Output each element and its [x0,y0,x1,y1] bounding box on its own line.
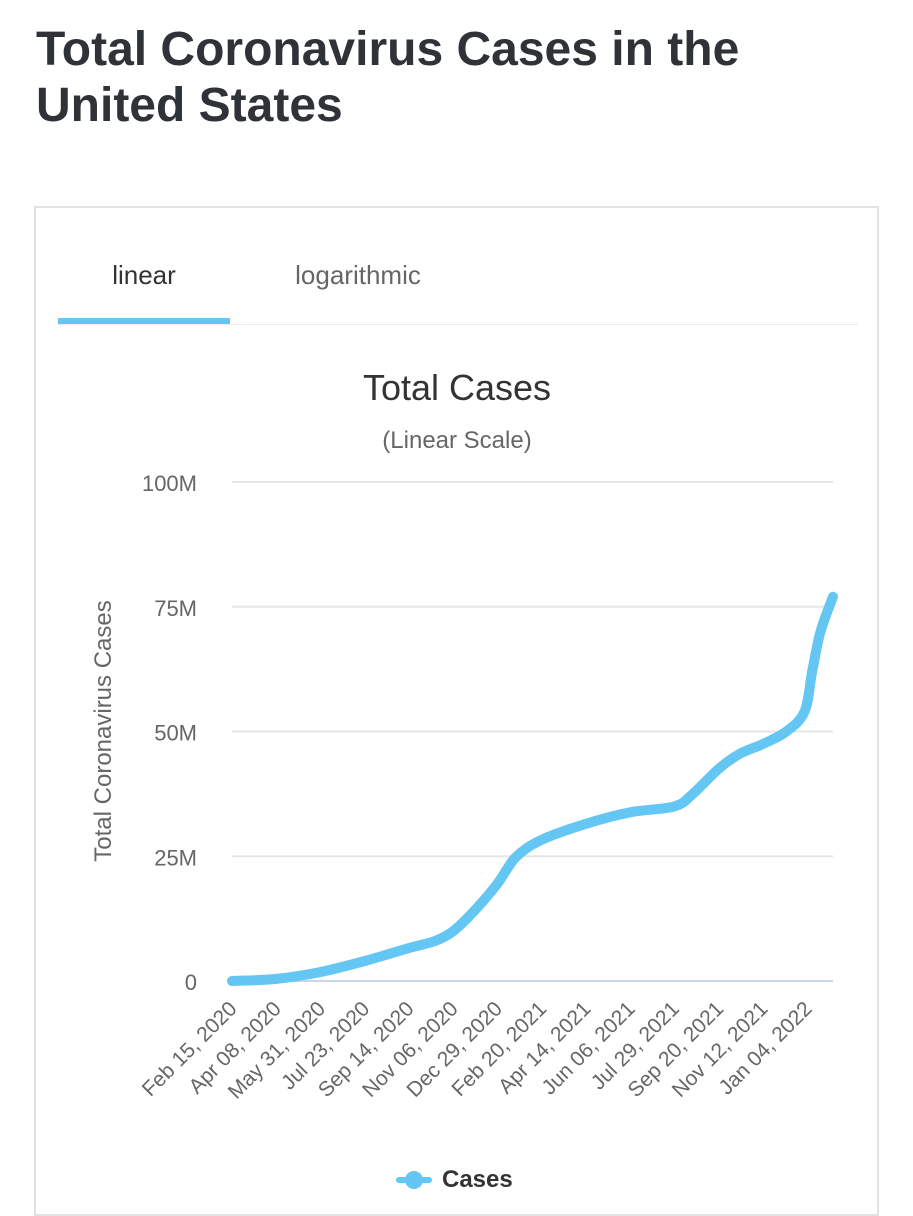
page-title: Total Coronavirus Cases in the United St… [36,23,740,132]
y-axis-label: Total Coronavirus Cases [90,600,117,861]
active-tab-indicator [58,318,230,324]
y-tick-label: 100M [142,471,197,496]
y-tick-label: 25M [154,845,197,870]
y-tick-label: 50M [154,721,197,746]
y-gridlines [232,481,833,982]
tab-linear[interactable]: linear [112,260,176,290]
scale-tabs: linear logarithmic [58,248,858,326]
series-line-cases [227,591,838,986]
y-tick-labels: 0 25M 50M 75M 100M [142,471,197,995]
legend-swatch [396,1171,432,1189]
tab-divider [58,324,858,325]
chart-legend[interactable]: Cases [396,1164,513,1196]
chart-title: Total Cases [363,367,551,408]
chart-subtitle: (Linear Scale) [382,427,531,454]
chart-card: linear logarithmic [34,206,879,1216]
cases-line-chart: Total Cases (Linear Scale) Total Coronav… [90,367,838,1104]
tab-logarithmic[interactable]: logarithmic [295,260,421,290]
y-tick-label: 0 [185,970,197,995]
y-tick-label: 75M [154,596,197,621]
legend-label-cases: Cases [442,1166,513,1193]
